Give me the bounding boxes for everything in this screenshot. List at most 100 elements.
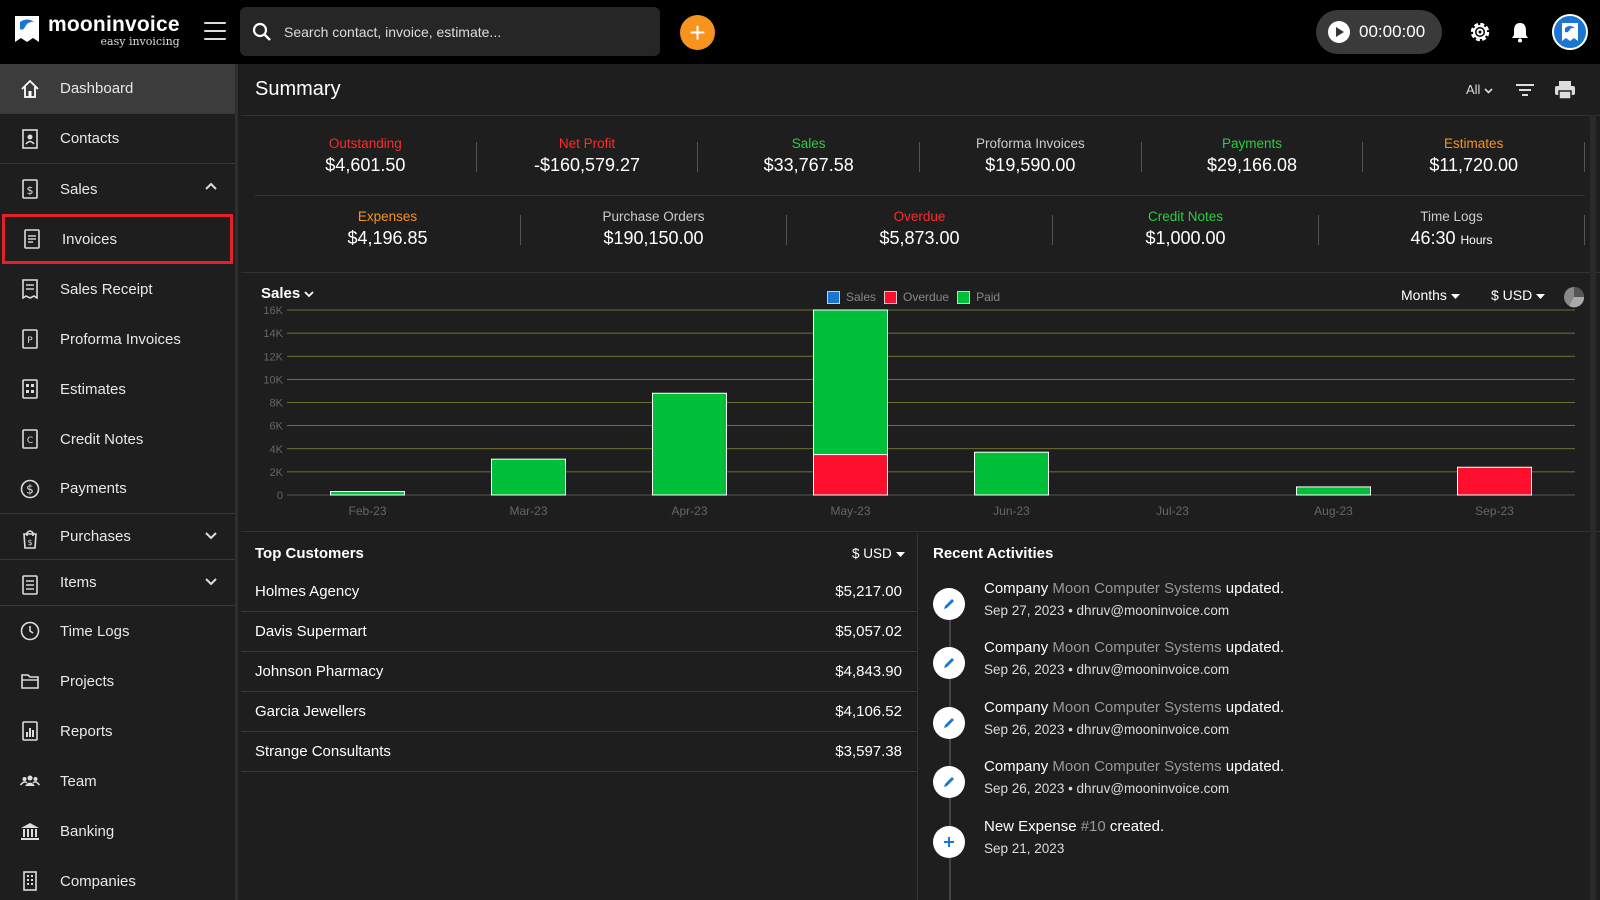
- period-filter-dropdown[interactable]: All: [1466, 82, 1493, 97]
- search-input[interactable]: [284, 23, 644, 40]
- sidebar-item-sales-receipt[interactable]: Sales Receipt: [0, 264, 235, 314]
- search-icon: [252, 22, 271, 41]
- sidebar-item-projects[interactable]: Projects: [0, 656, 235, 706]
- table-row[interactable]: Strange Consultants $3,597.38: [241, 732, 918, 772]
- table-row[interactable]: Holmes Agency $5,217.00: [241, 572, 918, 612]
- sidebar-item-credit-notes[interactable]: C Credit Notes: [0, 414, 235, 464]
- stat-sales[interactable]: Sales $33,767.58: [698, 136, 921, 175]
- menu-toggle-icon[interactable]: [204, 22, 226, 40]
- avatar[interactable]: [1552, 14, 1588, 50]
- sidebar-item-dashboard[interactable]: Dashboard: [0, 64, 235, 114]
- chevron-down-icon: [205, 532, 217, 540]
- pencil-icon: [933, 588, 965, 620]
- activity-prefix: New Expense: [984, 818, 1081, 835]
- stat-outstanding[interactable]: Outstanding $4,601.50: [255, 136, 477, 175]
- sidebar-item-team[interactable]: Team: [0, 756, 235, 806]
- chevron-down-icon: [304, 291, 315, 298]
- stat-value: $19,590.00: [920, 155, 1141, 176]
- list-item[interactable]: Company Moon Computer Systems updated. Se…: [933, 639, 1593, 699]
- legend-label: Sales: [846, 290, 877, 304]
- scrollbar[interactable]: [1590, 115, 1596, 900]
- stat-purchase-orders[interactable]: Purchase Orders $190,150.00: [521, 209, 787, 248]
- sidebar-item-time-logs[interactable]: Time Logs: [0, 606, 235, 656]
- activity-link[interactable]: Moon Computer Systems: [1052, 639, 1222, 656]
- stat-overdue[interactable]: Overdue $5,873.00: [787, 209, 1053, 248]
- activity-link[interactable]: Moon Computer Systems: [1052, 758, 1222, 775]
- sidebar-item-companies[interactable]: Companies: [0, 856, 235, 900]
- items-icon: [22, 575, 38, 595]
- sidebar-item-label: Estimates: [60, 380, 126, 398]
- sidebar-item-label: Projects: [60, 672, 115, 690]
- timer-button[interactable]: 00:00:00: [1316, 10, 1442, 54]
- stat-label: Overdue: [893, 209, 946, 224]
- list-item[interactable]: Company Moon Computer Systems updated. Se…: [933, 699, 1593, 759]
- table-row[interactable]: Johnson Pharmacy $4,843.90: [241, 652, 918, 692]
- search-bar[interactable]: [240, 7, 660, 56]
- stat-time-logs[interactable]: Time Logs 46:30 Hours: [1319, 209, 1585, 248]
- customer-amount: $4,106.52: [835, 703, 902, 720]
- page-title: Summary: [255, 78, 341, 100]
- add-button[interactable]: +: [680, 15, 715, 50]
- stat-payments[interactable]: Payments $29,166.08: [1142, 136, 1364, 175]
- sidebar-item-banking[interactable]: Banking: [0, 806, 235, 856]
- bell-icon[interactable]: [1510, 21, 1530, 43]
- legend-item-paid[interactable]: Paid: [957, 290, 1000, 304]
- pie-chart-icon[interactable]: [1563, 286, 1585, 308]
- chevron-down-icon: [1484, 88, 1493, 94]
- list-item[interactable]: New Expense #10 created. Sep 21, 2023: [933, 818, 1593, 878]
- sidebar-item-payments[interactable]: $ Payments: [0, 464, 235, 514]
- sidebar-item-purchases[interactable]: $ Purchases: [0, 514, 235, 560]
- sidebar-item-invoices[interactable]: Invoices: [2, 214, 233, 264]
- chart-title: Sales: [261, 285, 301, 302]
- stat-proforma-invoices[interactable]: Proforma Invoices $19,590.00: [920, 136, 1142, 175]
- logo[interactable]: mooninvoice easy invoicing: [14, 14, 180, 47]
- activity-link[interactable]: #10: [1080, 818, 1106, 835]
- pencil-icon: [933, 647, 965, 679]
- chart-type-dropdown[interactable]: Sales: [261, 285, 315, 302]
- stat-label: Estimates: [1444, 136, 1504, 151]
- currency-dropdown[interactable]: $ USD: [1491, 287, 1546, 303]
- stat-estimates[interactable]: Estimates $11,720.00: [1363, 136, 1586, 175]
- sidebar-item-proforma-invoices[interactable]: P Proforma Invoices: [0, 314, 235, 364]
- table-row[interactable]: Garcia Jewellers $4,106.52: [241, 692, 918, 732]
- sidebar-item-contacts[interactable]: Contacts: [0, 114, 235, 164]
- print-icon[interactable]: [1554, 80, 1576, 100]
- top-customers-list: Holmes Agency $5,217.00 Davis Supermart $5,…: [241, 572, 918, 772]
- customer-name: Strange Consultants: [255, 743, 391, 760]
- stat-label: Time Logs: [1420, 209, 1483, 224]
- sidebar-item-items[interactable]: Items: [0, 560, 235, 606]
- legend-swatch: [884, 290, 898, 304]
- list-item[interactable]: Company Moon Computer Systems updated. Se…: [933, 580, 1593, 640]
- proforma-icon: P: [22, 329, 38, 349]
- stat-label: Proforma Invoices: [975, 136, 1085, 151]
- legend-label: Overdue: [903, 290, 950, 304]
- stat-credit-notes[interactable]: Credit Notes $1,000.00: [1053, 209, 1319, 248]
- activity-link[interactable]: Moon Computer Systems: [1052, 699, 1222, 716]
- legend-label: Paid: [976, 290, 1001, 304]
- stat-net-profit[interactable]: Net Profit -$160,579.27: [477, 136, 699, 175]
- activity-suffix: created.: [1105, 818, 1165, 835]
- pencil-icon: [933, 707, 965, 739]
- filter-icon[interactable]: [1515, 82, 1535, 98]
- purchase-icon: $: [23, 530, 37, 549]
- gear-icon[interactable]: [1468, 20, 1492, 44]
- contacts-icon: [22, 129, 38, 149]
- stat-expenses[interactable]: Expenses $4,196.85: [255, 209, 521, 248]
- table-row[interactable]: Davis Supermart $5,057.02: [241, 612, 918, 652]
- sidebar-item-estimates[interactable]: Estimates: [0, 364, 235, 414]
- period-dropdown[interactable]: Months: [1401, 287, 1460, 303]
- legend-item-overdue[interactable]: Overdue: [884, 290, 949, 304]
- list-item[interactable]: Company Moon Computer Systems updated. Se…: [933, 758, 1593, 818]
- activity-suffix: updated.: [1221, 639, 1285, 656]
- sidebar-item-label: Payments: [60, 480, 127, 497]
- legend-item-sales[interactable]: Sales: [827, 290, 876, 304]
- sidebar-item-reports[interactable]: Reports: [0, 706, 235, 756]
- sidebar-item-sales[interactable]: $ Sales: [0, 164, 235, 214]
- activity-link[interactable]: Moon Computer Systems: [1052, 580, 1222, 597]
- top-customers-currency-dropdown[interactable]: $ USD: [852, 546, 905, 561]
- x-tick-label: Sep-23: [1475, 504, 1514, 518]
- x-tick-label: Jul-23: [1156, 504, 1189, 518]
- stat-value: $33,767.58: [698, 155, 919, 176]
- activity-suffix: updated.: [1221, 758, 1285, 775]
- activity-meta: Sep 26, 2023 • dhruv@mooninvoice.com: [984, 722, 1230, 737]
